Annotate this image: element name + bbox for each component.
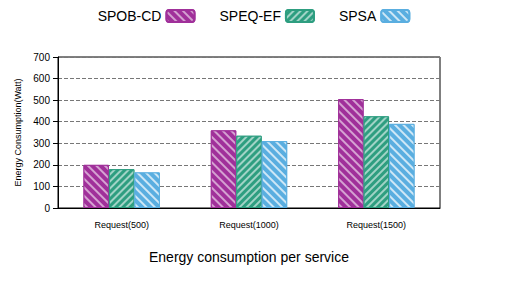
svg-text:700: 700 — [33, 52, 50, 63]
svg-text:200: 200 — [33, 159, 50, 170]
svg-text:SPSA: SPSA — [339, 8, 377, 24]
svg-text:SPEQ-EF: SPEQ-EF — [219, 8, 280, 24]
svg-text:Energy Consumption(Watt): Energy Consumption(Watt) — [13, 78, 23, 186]
svg-text:Request(1000): Request(1000) — [219, 220, 279, 230]
svg-text:Request(500): Request(500) — [94, 220, 149, 230]
svg-text:Energy consumption per service: Energy consumption per service — [149, 249, 349, 265]
svg-text:Request(1500): Request(1500) — [347, 220, 407, 230]
svg-text:100: 100 — [33, 181, 50, 192]
svg-text:0: 0 — [44, 203, 50, 214]
svg-text:SPOB-CD: SPOB-CD — [98, 8, 162, 24]
svg-text:400: 400 — [33, 116, 50, 127]
svg-text:500: 500 — [33, 95, 50, 106]
svg-text:300: 300 — [33, 138, 50, 149]
svg-text:600: 600 — [33, 73, 50, 84]
